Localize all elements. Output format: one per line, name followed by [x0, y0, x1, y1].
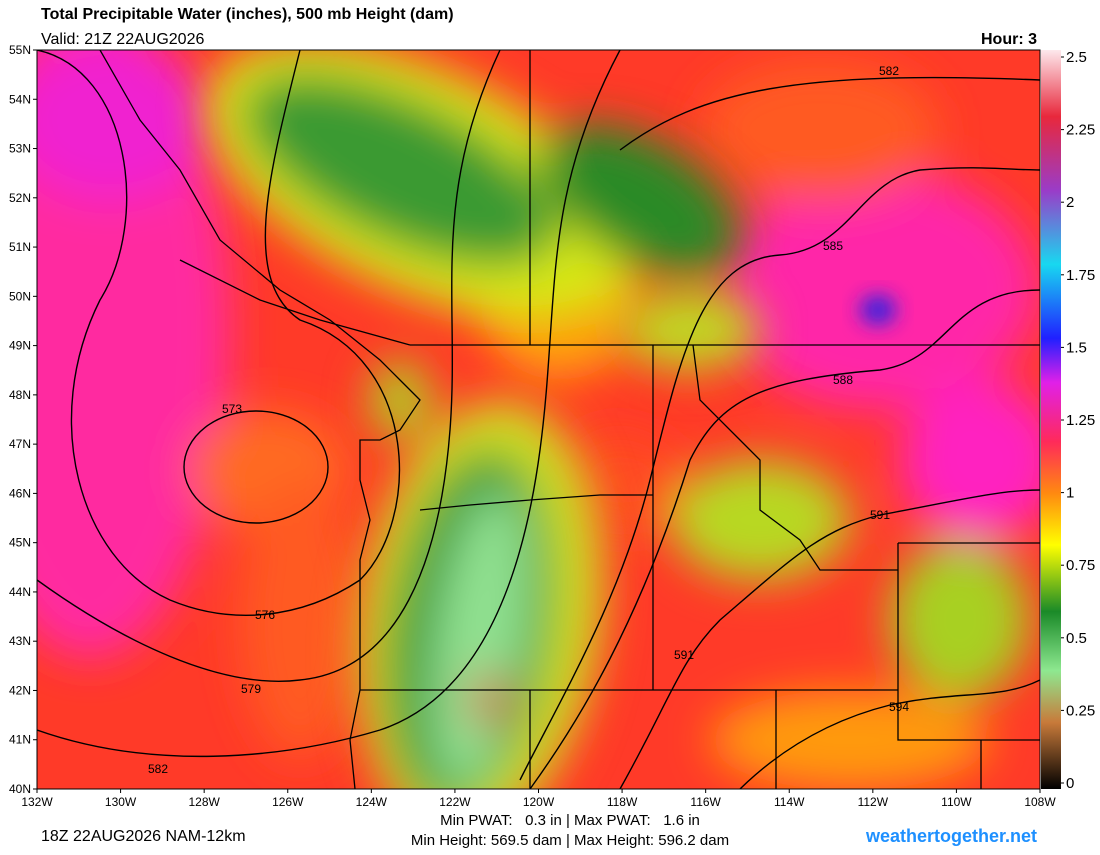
colorbar-label: 1 — [1066, 485, 1074, 502]
lat-label: 43N — [9, 634, 31, 648]
colorbar-label: 2.5 — [1066, 49, 1087, 66]
colorbar-label: 1.25 — [1066, 412, 1095, 429]
lon-label: 132W — [21, 795, 53, 809]
contour-label: 582 — [879, 64, 899, 78]
lon-label: 116W — [690, 795, 721, 809]
lat-label: 55N — [9, 43, 31, 57]
contour-label: 591 — [674, 648, 694, 662]
borders — [99, 50, 1040, 789]
height-range: Min Height: 569.5 dam | Max Height: 596.… — [411, 832, 729, 849]
lat-label: 52N — [9, 191, 31, 205]
colorbar-label: 1.75 — [1066, 267, 1095, 284]
lat-label: 53N — [9, 142, 31, 156]
lon-label: 124W — [356, 795, 388, 809]
contour-label: 576 — [255, 608, 275, 622]
colorbar-label: 0 — [1066, 775, 1074, 792]
contour-label: 573 — [222, 402, 242, 416]
lat-label: 51N — [9, 240, 31, 254]
lon-label: 112W — [858, 795, 889, 809]
lon-label: 126W — [272, 795, 304, 809]
colorbar-label: 2.25 — [1066, 122, 1095, 139]
site-credit: weathertogether.net — [865, 826, 1037, 846]
lat-label: 41N — [9, 733, 31, 747]
contour-label: 579 — [241, 682, 261, 696]
lat-label: 44N — [9, 585, 31, 599]
contour-label: 582 — [148, 762, 168, 776]
title: Total Precipitable Water (inches), 500 m… — [41, 6, 454, 23]
contour-label: 588 — [833, 373, 853, 387]
colorbar-label: 0.75 — [1066, 557, 1095, 574]
colorbar-label: 2 — [1066, 194, 1074, 211]
lon-label: 128W — [188, 795, 220, 809]
lon-label: 114W — [774, 795, 805, 809]
lat-label: 47N — [9, 437, 31, 451]
axis-labels: 55N 54N 53N 52N 51N 50N 49N 48N 47N 46N 45N 44N 43N 4… — [9, 43, 1056, 809]
lat-label: 42N — [9, 683, 31, 697]
contour-label: 594 — [889, 700, 909, 714]
lon-label: 122W — [439, 795, 471, 809]
lat-label: 45N — [9, 536, 31, 550]
lon-label: 108W — [1024, 795, 1056, 809]
lat-label: 50N — [9, 289, 31, 303]
lat-label: 40N — [9, 782, 31, 796]
valid-time: Valid: 21Z 22AUG2026 — [41, 31, 204, 48]
colorbar-label: 0.5 — [1066, 630, 1087, 647]
lat-label: 49N — [9, 339, 31, 353]
contour-labels: 573 576 579 582 582 585 588 591 591 594 — [148, 64, 909, 776]
lon-label: 120W — [523, 795, 555, 809]
model-run: 18Z 22AUG2026 NAM-12km — [41, 828, 246, 845]
lat-label: 48N — [9, 388, 31, 402]
pwat-range: Min PWAT: 0.3 in | Max PWAT: 1.6 in — [440, 812, 700, 829]
colorbar — [1041, 50, 1061, 789]
height-contours — [37, 50, 1040, 789]
lon-label: 130W — [105, 795, 137, 809]
lat-label: 54N — [9, 92, 31, 106]
map-field — [37, 50, 1040, 789]
lon-label: 118W — [607, 795, 638, 809]
contour-label: 591 — [870, 508, 890, 522]
colorbar-ticks: 2.5 2.25 2 1.75 1.5 1.25 1 0.75 0.5 0.25 0 — [1061, 49, 1095, 792]
lon-label: 110W — [941, 795, 972, 809]
contour-label: 585 — [823, 239, 843, 253]
colorbar-label: 0.25 — [1066, 702, 1095, 719]
lat-label: 46N — [9, 486, 31, 500]
colorbar-label: 1.5 — [1066, 339, 1087, 356]
forecast-hour: Hour: 3 — [981, 31, 1037, 48]
